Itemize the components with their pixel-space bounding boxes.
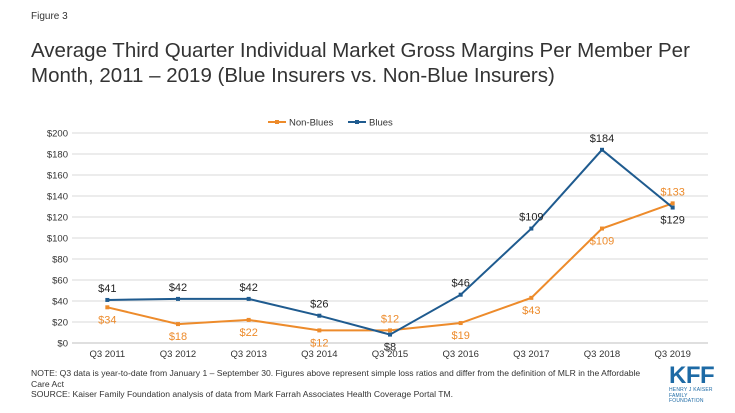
x-tick-label: Q3 2019 — [654, 349, 690, 360]
y-tick-label: $140 — [47, 192, 68, 203]
x-tick-label: Q3 2016 — [442, 349, 478, 360]
legend-marker-non-blues — [275, 120, 279, 124]
data-label-non-blues: $19 — [451, 330, 469, 342]
data-label-blues: $184 — [590, 133, 614, 145]
data-point-non-blues — [458, 321, 463, 326]
legend: Non-Blues Blues — [268, 118, 393, 129]
data-label-blues: $46 — [451, 278, 469, 290]
data-point-blues — [458, 292, 463, 297]
data-point-non-blues — [317, 328, 322, 333]
line-chart: $0 $20 $40 $60 $80 $100 $120 $140 $160 $180 $200 Q… — [47, 118, 708, 360]
data-labels: $34 $18 $22 $12 $12 $19 $43 $109 $133 $41 $42 $42 $2… — [98, 133, 685, 354]
x-tick-label: Q3 2014 — [301, 349, 337, 360]
y-tick-label: $40 — [52, 297, 68, 308]
data-point-non-blues — [246, 317, 251, 322]
x-tick-label: Q3 2018 — [584, 349, 620, 360]
data-point-blues — [388, 332, 392, 337]
data-label-blues: $109 — [519, 212, 543, 224]
y-tick-label: $0 — [57, 339, 68, 350]
y-tick-label: $160 — [47, 171, 68, 182]
data-label-non-blues: $12 — [310, 337, 328, 349]
series-line-non-blues — [107, 202, 674, 332]
note-text: NOTE: Q3 data is year-to-date from Janua… — [31, 368, 641, 389]
data-point-blues — [317, 313, 322, 318]
x-tick-label: Q3 2015 — [372, 349, 408, 360]
logo-line1: HENRY J KAISER — [669, 387, 713, 393]
y-tick-label: $100 — [47, 234, 68, 245]
legend-label-non-blues: Non-Blues — [289, 118, 334, 129]
data-point-blues — [670, 205, 675, 210]
data-point-blues — [105, 297, 110, 302]
data-point-blues — [600, 147, 604, 152]
data-label-blues: $41 — [98, 283, 116, 295]
data-point-non-blues — [670, 201, 675, 206]
data-label-blues: $42 — [169, 282, 187, 294]
data-label-non-blues: $18 — [169, 331, 187, 343]
data-label-non-blues: $109 — [590, 236, 614, 248]
y-tick-label: $60 — [52, 276, 68, 287]
data-point-blues — [246, 296, 251, 301]
y-tick-label: $180 — [47, 150, 68, 161]
chart-title: Average Third Quarter Individual Market … — [31, 39, 690, 87]
data-label-non-blues: $133 — [660, 186, 684, 198]
data-label-non-blues: $22 — [239, 327, 257, 339]
source-text: SOURCE: Kaiser Family Foundation analysi… — [31, 389, 454, 399]
series-group — [105, 147, 675, 337]
data-label-blues: $42 — [239, 282, 257, 294]
data-point-non-blues — [105, 305, 110, 310]
y-tick-label: $80 — [52, 255, 68, 266]
data-point-blues — [529, 226, 534, 231]
x-tick-label: Q3 2013 — [230, 349, 266, 360]
x-tick-label: Q3 2011 — [89, 349, 125, 360]
footnotes: NOTE: Q3 data is year-to-date from Janua… — [31, 368, 651, 400]
data-label-non-blues: $12 — [381, 313, 399, 325]
logo-wordmark: KFF — [669, 362, 715, 389]
x-axis: Q3 2011 Q3 2012 Q3 2013 Q3 2014 Q3 2015 Q3 20… — [89, 349, 690, 360]
legend-marker-blues — [355, 120, 359, 124]
data-label-blues: $26 — [310, 299, 328, 311]
data-point-non-blues — [176, 322, 180, 327]
data-point-non-blues — [388, 328, 392, 333]
x-tick-label: Q3 2017 — [513, 349, 549, 360]
y-axis: $0 $20 $40 $60 $80 $100 $120 $140 $160 $180 $200 — [47, 129, 68, 350]
logo-line2: FAMILY FOUNDATION — [669, 392, 704, 404]
figure-label: Figure 3 — [31, 11, 68, 22]
data-label-blues: $8 — [384, 342, 396, 354]
y-tick-label: $120 — [47, 213, 68, 224]
data-point-non-blues — [529, 295, 534, 300]
x-tick-label: Q3 2012 — [160, 349, 196, 360]
data-point-blues — [176, 296, 180, 301]
data-label-blues: $129 — [660, 215, 684, 227]
data-point-non-blues — [600, 226, 604, 231]
kff-logo: KFF HENRY J KAISER FAMILY FOUNDATION — [669, 364, 719, 404]
data-label-non-blues: $43 — [522, 305, 540, 317]
y-tick-label: $200 — [47, 129, 68, 140]
legend-label-blues: Blues — [369, 118, 393, 129]
data-label-non-blues: $34 — [98, 314, 116, 326]
y-tick-label: $20 — [52, 318, 68, 329]
gridlines — [72, 132, 708, 344]
